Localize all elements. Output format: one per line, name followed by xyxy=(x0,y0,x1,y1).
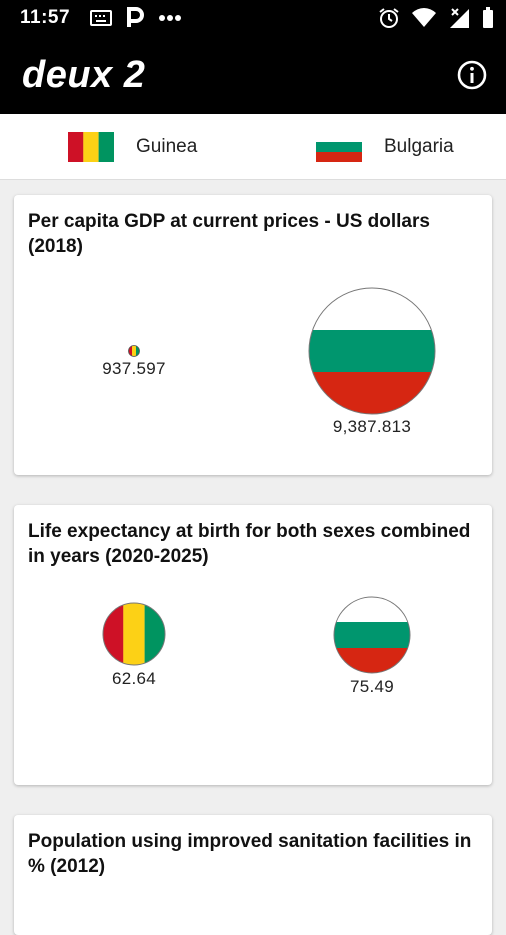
country-bar: Guinea Bulgaria xyxy=(0,114,506,180)
status-bar: 11:57 xyxy=(0,0,506,36)
guinea-flag-icon xyxy=(102,602,166,666)
signal-icon xyxy=(450,8,469,28)
value-label: 9,387.813 xyxy=(332,417,412,436)
card-title: Population using improved sanitation fac… xyxy=(28,831,472,877)
card-title: Life expectancy at birth for both sexes … xyxy=(28,521,471,567)
stat-card-life-expectancy: Life expectancy at birth for both sexes … xyxy=(14,505,492,785)
card-title: Per capita GDP at current prices - US do… xyxy=(28,211,430,257)
more-dots-icon xyxy=(159,15,182,21)
parking-icon xyxy=(127,7,145,27)
country-bulgaria[interactable]: Bulgaria xyxy=(316,132,454,162)
keyboard-icon xyxy=(90,10,113,26)
battery-icon xyxy=(483,7,493,28)
stat-card-gdp: Per capita GDP at current prices - US do… xyxy=(14,195,492,475)
bulgaria-flag-icon xyxy=(308,287,436,415)
stat-card-sanitation: Population using improved sanitation fac… xyxy=(14,815,492,935)
wifi-icon xyxy=(412,8,436,27)
bulgaria-flag-icon xyxy=(333,596,411,674)
country-label: Guinea xyxy=(136,136,198,157)
status-time: 11:57 xyxy=(20,7,71,28)
country-label: Bulgaria xyxy=(384,136,454,157)
country-guinea[interactable]: Guinea xyxy=(68,132,197,162)
guinea-flag-icon xyxy=(128,345,140,357)
alarm-icon xyxy=(379,8,399,28)
guinea-flag-icon xyxy=(68,132,114,162)
bulgaria-flag-icon xyxy=(316,132,362,162)
value-label: 75.49 xyxy=(349,677,395,696)
value-label: 62.64 xyxy=(111,669,157,688)
app-title: deux 2 xyxy=(22,53,146,96)
info-icon[interactable] xyxy=(456,59,488,91)
app-bar: deux 2 xyxy=(0,36,506,114)
value-label: 937.597 xyxy=(102,359,166,378)
